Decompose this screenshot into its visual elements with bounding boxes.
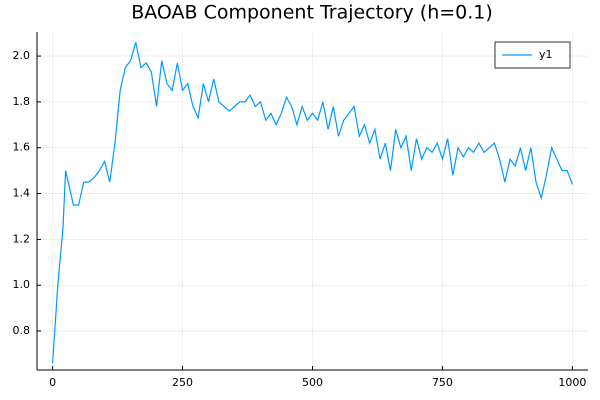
y-tick-label: 1.2 <box>13 232 31 245</box>
x-tick-label: 250 <box>172 376 193 389</box>
line <box>51 42 573 364</box>
x-tick-label: 750 <box>432 376 453 389</box>
y-tick-label: 1.6 <box>13 141 31 154</box>
y-tick-label: 0.8 <box>13 324 31 337</box>
y-tick-label: 2.0 <box>13 49 31 62</box>
x-tick-label: 500 <box>302 376 323 389</box>
chart-title: BAOAB Component Trajectory (h=0.1) <box>131 2 493 24</box>
x-tick-label: 0 <box>49 376 56 389</box>
x-tick-label: 1000 <box>558 376 586 389</box>
y-tick-label: 1.4 <box>13 187 31 200</box>
legend-label: y1 <box>539 48 553 61</box>
y-tick-label: 1.0 <box>13 278 31 291</box>
y-tick-label: 1.8 <box>13 95 31 108</box>
